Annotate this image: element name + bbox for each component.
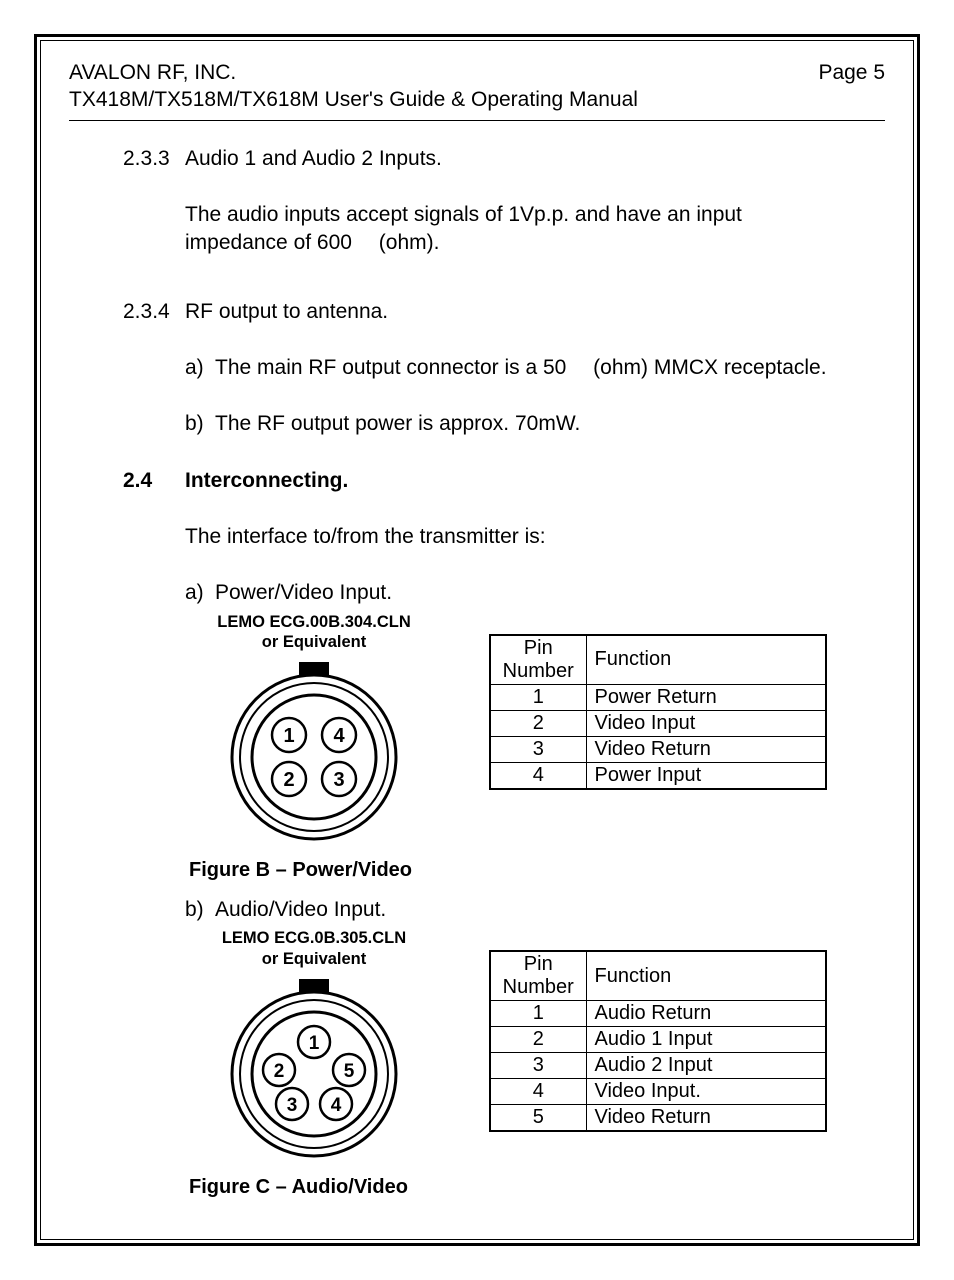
section-number: 2.3.4 — [123, 298, 185, 326]
table-c-pinout: Pin Number Function 1Audio Return 2Audio… — [489, 950, 827, 1132]
table-row: 1Audio Return — [490, 1001, 826, 1027]
table-b-body: 1Power Return 2Video Input 3Video Return… — [490, 684, 826, 789]
table-row: 2Audio 1 Input — [490, 1027, 826, 1053]
list-marker: b) — [185, 896, 215, 924]
pin-label: 3 — [333, 769, 344, 791]
header-rule — [69, 120, 885, 121]
table-row: 1Power Return — [490, 684, 826, 710]
section-number: 2.4 — [123, 467, 185, 495]
figure-b-caption: Figure B – Power/Video — [189, 859, 885, 882]
table-header-pin: Pin Number — [490, 951, 586, 1001]
table-row: 4Power Input — [490, 762, 826, 789]
table-row: 4Video Input. — [490, 1079, 826, 1105]
section-2-4-heading: 2.4 Interconnecting. — [123, 467, 885, 495]
table-header-func: Function — [586, 951, 826, 1001]
figure-b-area: LEMO ECG.00B.304.CLN or Equivalent 1 4 — [199, 612, 885, 847]
section-2-4-b: b) Audio/Video Input. — [185, 896, 885, 924]
section-2-4-intro: The interface to/from the transmitter is… — [185, 523, 885, 551]
list-marker: a) — [185, 579, 215, 607]
pin-label: 2 — [283, 769, 294, 791]
section-2-3-3-body: The audio inputs accept signals of 1Vp.p… — [185, 201, 805, 258]
pin-label: 3 — [287, 1095, 298, 1116]
page-header: AVALON RF, INC. TX418M/TX518M/TX618M Use… — [69, 59, 885, 114]
table-header-func: Function — [586, 635, 826, 685]
connector-label-line2: or Equivalent — [199, 632, 429, 653]
figure-c-connector: LEMO ECG.0B.305.CLN or Equivalent 1 — [199, 928, 429, 1163]
company-name: AVALON RF, INC. — [69, 59, 638, 86]
pin-label: 4 — [333, 725, 345, 747]
figure-c-area: LEMO ECG.0B.305.CLN or Equivalent 1 — [199, 928, 885, 1163]
figure-c-caption: Figure C – Audio/Video — [189, 1176, 885, 1199]
page-border-inner: AVALON RF, INC. TX418M/TX518M/TX618M Use… — [40, 40, 914, 1240]
section-2-3-4-a: a) The main RF output connector is a 50 … — [185, 354, 885, 382]
table-b-pinout: Pin Number Function 1Power Return 2Video… — [489, 634, 827, 790]
section-2-3-3-heading: 2.3.3 Audio 1 and Audio 2 Inputs. — [123, 145, 885, 173]
table-row: 5Video Return — [490, 1105, 826, 1132]
list-text: Audio/Video Input. — [215, 896, 386, 924]
table-header-pin: Pin Number — [490, 635, 586, 685]
page: AVALON RF, INC. TX418M/TX518M/TX618M Use… — [0, 0, 954, 1280]
pin-label: 5 — [344, 1061, 355, 1082]
table-row: 3Video Return — [490, 736, 826, 762]
section-2-3-4-heading: 2.3.4 RF output to antenna. — [123, 298, 885, 326]
connector-5pin-diagram: 1 2 5 3 4 — [219, 974, 409, 1164]
table-row: 2Video Input — [490, 710, 826, 736]
section-2-3-4-b: b) The RF output power is approx. 70mW. — [185, 410, 885, 438]
connector-label-line2: or Equivalent — [199, 949, 429, 970]
list-text: The RF output power is approx. 70mW. — [215, 410, 580, 438]
list-marker: a) — [185, 354, 215, 382]
section-title: Interconnecting. — [185, 467, 348, 495]
table-row: 3Audio 2 Input — [490, 1053, 826, 1079]
connector-4pin-diagram: 1 4 2 3 — [219, 657, 409, 847]
section-title: RF output to antenna. — [185, 298, 388, 326]
list-text: The main RF output connector is a 50 (oh… — [215, 354, 827, 382]
connector-label-line1: LEMO ECG.0B.305.CLN — [199, 928, 429, 949]
connector-label-line1: LEMO ECG.00B.304.CLN — [199, 612, 429, 633]
document-title: TX418M/TX518M/TX618M User's Guide & Oper… — [69, 86, 638, 113]
pin-label: 1 — [309, 1033, 320, 1054]
section-title: Audio 1 and Audio 2 Inputs. — [185, 145, 442, 173]
pin-label: 1 — [283, 725, 294, 747]
section-2-4-a: a) Power/Video Input. — [185, 579, 885, 607]
header-left: AVALON RF, INC. TX418M/TX518M/TX618M Use… — [69, 59, 638, 114]
page-number: Page 5 — [818, 59, 885, 114]
table-c-body: 1Audio Return 2Audio 1 Input 3Audio 2 In… — [490, 1001, 826, 1132]
section-number: 2.3.3 — [123, 145, 185, 173]
pin-label: 4 — [331, 1095, 342, 1116]
page-border-outer: AVALON RF, INC. TX418M/TX518M/TX618M Use… — [34, 34, 920, 1246]
list-marker: b) — [185, 410, 215, 438]
figure-b-connector: LEMO ECG.00B.304.CLN or Equivalent 1 4 — [199, 612, 429, 847]
pin-label: 2 — [274, 1061, 285, 1082]
list-text: Power/Video Input. — [215, 579, 392, 607]
